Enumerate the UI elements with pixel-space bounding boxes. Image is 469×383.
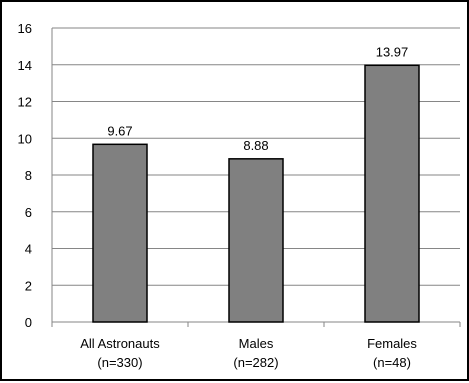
y-tick-label: 12 xyxy=(18,95,32,110)
data-label: 8.88 xyxy=(243,138,268,153)
y-tick-label: 4 xyxy=(25,242,32,257)
data-label: 9.67 xyxy=(107,123,132,138)
y-tick-label: 14 xyxy=(18,58,32,73)
labels: 0 2 4 6 8 10 12 14 16 9.67 All Astronauts (n=330) 8.… xyxy=(18,21,418,370)
y-tick-label: 16 xyxy=(18,21,32,36)
x-tick-label: All Astronauts xyxy=(80,336,160,351)
y-tick-label: 0 xyxy=(25,315,32,330)
bar xyxy=(228,158,284,323)
y-tick-label: 6 xyxy=(25,205,32,220)
x-tick-label: Males xyxy=(239,336,274,351)
x-tick-label: (n=48) xyxy=(373,355,411,370)
y-tick-label: 8 xyxy=(25,168,32,183)
x-tick-label: (n=282) xyxy=(233,355,278,370)
x-tick-label: (n=330) xyxy=(97,355,142,370)
y-tick-label: 10 xyxy=(18,131,32,146)
y-tick-label: 2 xyxy=(25,278,32,293)
bar xyxy=(364,64,420,323)
bar xyxy=(92,143,148,323)
bars xyxy=(92,64,420,323)
data-label: 13.97 xyxy=(376,44,409,59)
x-tick-label: Females xyxy=(367,336,417,351)
